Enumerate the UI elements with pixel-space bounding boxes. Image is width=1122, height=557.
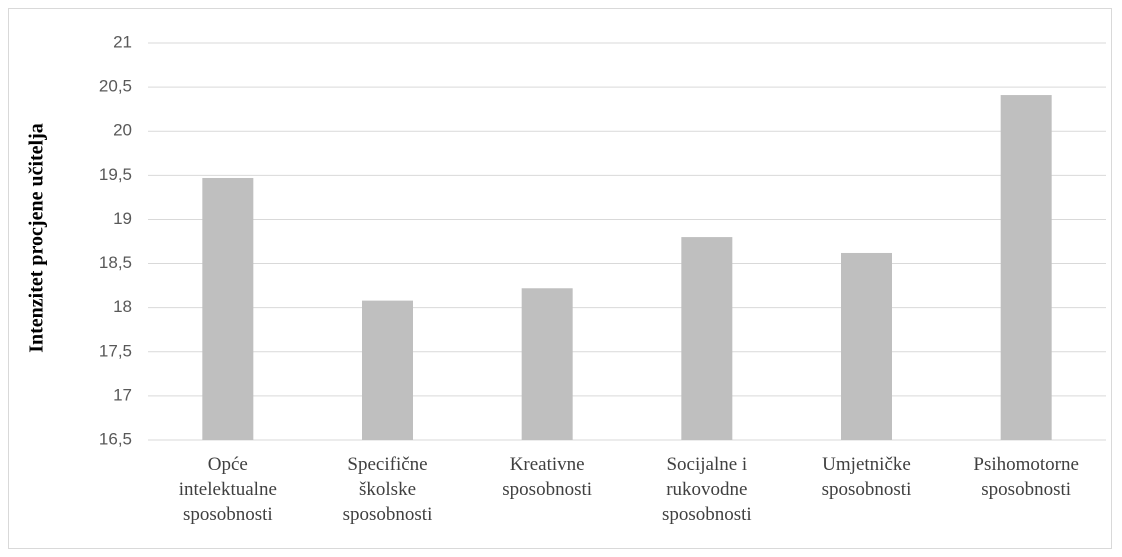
y-tick-label: 18,5 <box>99 253 132 272</box>
x-category-label: Socijalne i rukovodne sposobnosti <box>662 454 752 525</box>
bar <box>202 177 254 441</box>
x-category-label: Specifične školske sposobnosti <box>343 454 433 525</box>
x-category-label: Umjetničke sposobnosti <box>822 454 912 500</box>
y-axis-ticks: 16,5 17 17,5 18 18,5 19 19,5 20 20,5 21 <box>99 32 132 448</box>
y-tick-label: 18 <box>113 297 132 316</box>
bar <box>1000 95 1052 440</box>
y-tick-label: 19,5 <box>99 165 132 184</box>
y-axis-label: Intenzitet procjene učitelja <box>26 123 48 353</box>
y-tick-label: 20 <box>113 121 132 140</box>
x-category-label: Psihomotorne sposobnosti <box>973 454 1079 500</box>
chart-frame <box>8 8 1112 549</box>
y-tick-label: 20,5 <box>99 77 132 96</box>
bar <box>362 300 413 440</box>
y-tick-label: 21 <box>113 32 132 51</box>
x-category-label: Kreativne sposobnosti <box>502 454 592 500</box>
gridlines <box>148 42 1106 441</box>
y-tick-label: 16,5 <box>99 429 132 448</box>
y-tick-label: 17,5 <box>99 341 132 360</box>
bar <box>681 237 733 440</box>
bars <box>202 95 1052 441</box>
bar <box>521 288 573 440</box>
x-axis-labels: Opće intelektualne sposobnosti Specifične šk… <box>179 454 1079 525</box>
bar <box>841 252 892 440</box>
x-category-label: Opće intelektualne sposobnosti <box>179 454 277 525</box>
y-tick-label: 19 <box>113 209 132 228</box>
y-tick-label: 17 <box>113 385 132 404</box>
